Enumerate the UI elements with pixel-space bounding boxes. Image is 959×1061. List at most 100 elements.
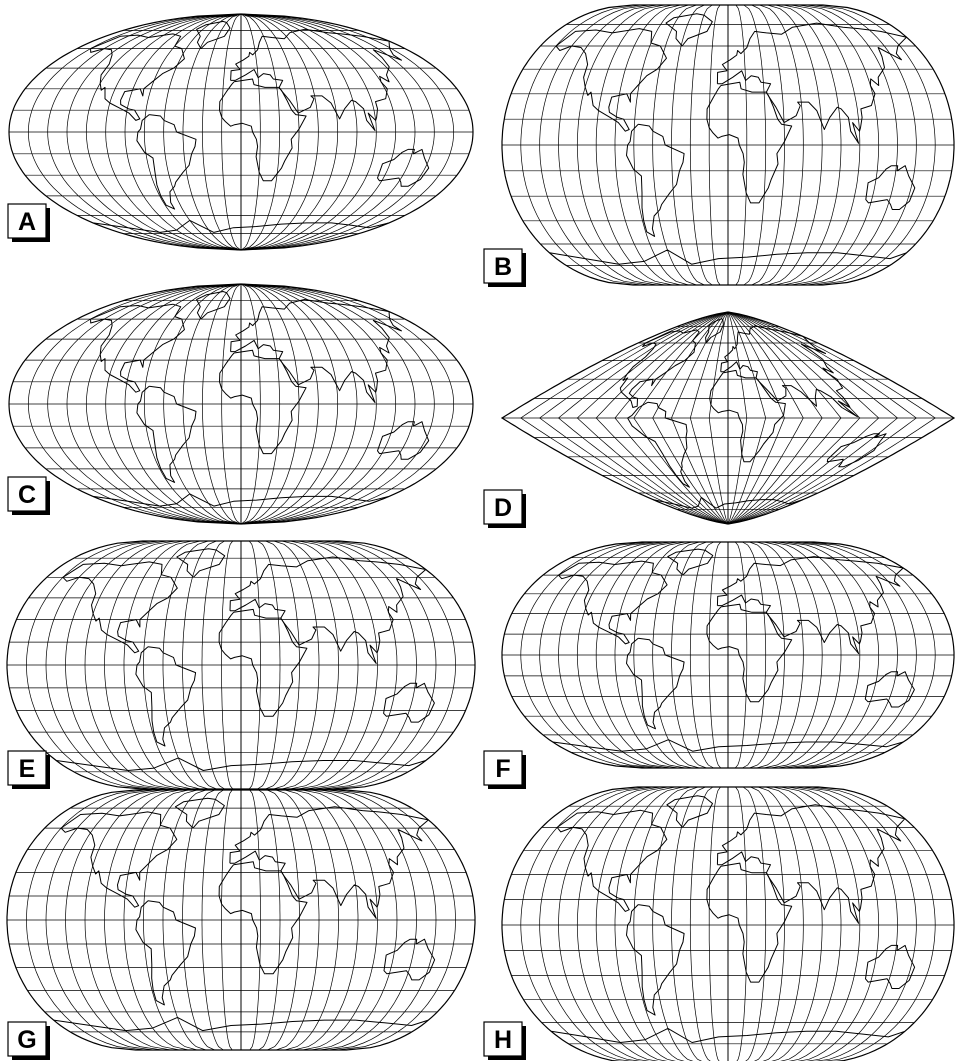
map-panel-c (8, 283, 474, 525)
coastline-greenland (174, 797, 225, 829)
coastline-europe-asia (716, 804, 906, 924)
coastline-greenland (666, 795, 713, 828)
coastlines (619, 318, 887, 509)
coastline-north-america (62, 561, 178, 654)
coastline-antarctica (551, 1027, 906, 1043)
coastline-africa-eurasia (218, 608, 308, 717)
coastline-europe-asia (716, 556, 904, 655)
coastline-antarctica (92, 219, 390, 233)
panel-label-text: D (494, 494, 512, 522)
label-box (483, 1021, 523, 1057)
coastline-africa-eurasia (219, 78, 307, 182)
coastline-antarctica (56, 757, 426, 771)
coastlines (549, 13, 916, 265)
coastline-europe-asia (230, 299, 402, 403)
panel-label-text: B (494, 253, 512, 281)
coastline-antarctica (652, 496, 804, 509)
label-box (483, 489, 523, 525)
panel-label-text: G (17, 1026, 36, 1054)
coastline-south-america (626, 637, 685, 730)
map-panel-h (501, 786, 955, 1061)
coastline-south-america (626, 904, 685, 1016)
label-box (483, 248, 523, 284)
panel-label-a: A (7, 203, 50, 242)
panel-label-e: E (7, 750, 50, 789)
coastline-north-america (90, 303, 185, 393)
label-box (483, 750, 523, 786)
map-panel-d (500, 311, 956, 525)
coastline-greenland (196, 291, 231, 320)
coastline-greenland (665, 13, 713, 47)
panel-label-c: C (7, 476, 50, 515)
coastline-antarctica (53, 1016, 429, 1032)
graticule (9, 283, 473, 525)
coastline-north-america (90, 33, 185, 121)
coastline-north-america (60, 811, 178, 908)
coastline-australia (377, 148, 430, 187)
coastline-north-america (619, 329, 700, 408)
graticule (502, 311, 954, 525)
coastline-greenland (196, 20, 231, 49)
map-panel-a (8, 13, 474, 251)
coastlines (551, 795, 916, 1043)
coastline-australia (826, 433, 887, 468)
coastline-australia (383, 682, 435, 723)
coastline-australia (864, 671, 915, 708)
coastline-africa-eurasia (706, 603, 793, 703)
panel-label-text: F (495, 755, 510, 783)
coastline-greenland (176, 548, 226, 578)
coastline-north-america (555, 28, 667, 132)
graticule (7, 540, 475, 790)
label-box (7, 1021, 47, 1057)
coastline-australia (383, 938, 436, 981)
coastlines (56, 548, 435, 771)
coastline-antarctica (552, 739, 904, 752)
coastlines (90, 291, 430, 507)
panel-label-text: C (18, 481, 36, 509)
coastline-europe-asia (229, 556, 427, 664)
coastline-greenland (705, 318, 724, 344)
graticule (9, 13, 473, 251)
coastline-africa-eurasia (219, 349, 307, 455)
coastline-antarctica (92, 493, 390, 507)
coastline-greenland (667, 548, 714, 576)
label-box (7, 203, 47, 239)
coastline-africa-eurasia (218, 861, 308, 975)
coastline-europe-asia (720, 325, 858, 418)
label-box (7, 750, 47, 786)
coastline-south-america (136, 385, 197, 483)
coastline-antarctica (549, 249, 907, 265)
coastline-africa-eurasia (706, 81, 793, 204)
panel-label-text: A (18, 208, 36, 236)
map-panel-g (6, 789, 476, 1051)
label-box (7, 476, 47, 512)
coastline-australia (865, 944, 916, 989)
panel-label-f: F (483, 750, 526, 789)
coastline-europe-asia (229, 806, 429, 919)
panel-label-d: D (483, 489, 526, 528)
coastline-europe-asia (230, 28, 402, 131)
coastlines (53, 797, 436, 1032)
panel-label-text: E (19, 755, 36, 783)
graticule (502, 4, 954, 286)
coastline-south-america (135, 900, 196, 1006)
map-panel-e (6, 540, 476, 790)
coastline-south-america (136, 114, 197, 210)
map-panel-b (501, 4, 955, 286)
coastlines (90, 20, 430, 233)
panel-label-b: B (483, 248, 526, 287)
coastline-africa-eurasia (706, 862, 793, 983)
coastline-south-america (626, 123, 685, 237)
panel-label-h: H (483, 1021, 526, 1060)
graticule (502, 541, 954, 769)
panel-label-g: G (7, 1021, 50, 1060)
coastline-europe-asia (716, 22, 907, 144)
coastline-north-america (558, 560, 668, 645)
coastline-australia (377, 421, 430, 460)
coastline-north-america (556, 809, 668, 912)
coastlines (552, 548, 915, 752)
map-panel-f (501, 541, 955, 769)
coastline-australia (865, 165, 916, 210)
graticule (502, 786, 954, 1061)
